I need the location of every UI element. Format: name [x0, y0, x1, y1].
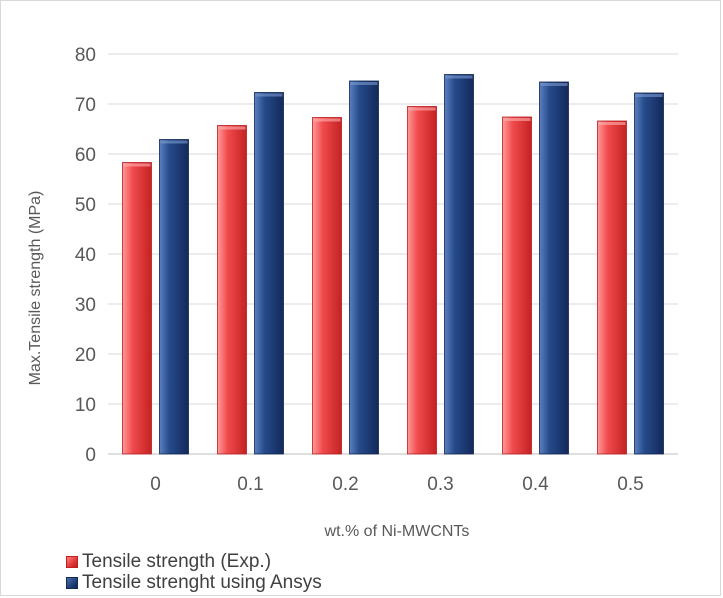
bar-ansys-0.2 [349, 80, 379, 455]
y-tick-label: 10 [75, 395, 96, 416]
bar-exp-0.1 [217, 125, 247, 455]
y-tick-label: 40 [75, 245, 96, 266]
bar-exp-0.4 [502, 116, 532, 455]
legend-label-exp: Tensile strength (Exp.) [82, 551, 272, 572]
x-tick-label: 0.3 [427, 474, 453, 495]
bar-highlight [598, 122, 626, 125]
bar-highlight [218, 126, 246, 130]
legend-swatch-exp [66, 555, 78, 568]
bar-ansys-0.5 [634, 92, 664, 455]
bar-ansys-0.1 [254, 92, 284, 455]
bar-exp-0.2 [312, 117, 342, 455]
y-tick-label: 80 [75, 45, 96, 66]
y-axis-tick-labels: 0 10 20 30 40 50 60 70 80 [75, 45, 96, 466]
bar-exp-0.5 [597, 120, 627, 455]
bar-highlight [540, 83, 568, 86]
legend: Tensile strength (Exp.) Tensile strenght… [66, 551, 322, 593]
y-tick-label: 60 [75, 145, 96, 166]
x-tick-label: 0.5 [617, 474, 643, 495]
bar-exp-0.3 [407, 106, 437, 455]
legend-swatch-ansys [66, 576, 78, 589]
x-tick-label: 0 [150, 474, 161, 495]
bar-exp-0 [122, 162, 152, 455]
bar-highlight [635, 94, 663, 97]
bar-highlight [255, 93, 283, 97]
bar-highlight [123, 163, 151, 167]
x-axis-tick-labels: 0 0.1 0.2 0.3 0.4 0.5 [150, 474, 644, 495]
x-axis-title: wt.% of Ni-MWCNTs [324, 523, 470, 540]
bar-highlight [503, 118, 531, 121]
x-tick-label: 0.4 [522, 474, 549, 495]
bar-highlight [445, 75, 473, 79]
bar-ansys-0.4 [539, 81, 569, 455]
y-tick-label: 30 [75, 295, 96, 316]
legend-item-ansys: Tensile strenght using Ansys [66, 572, 322, 593]
y-tick-label: 70 [75, 95, 96, 116]
gridlines [108, 53, 678, 455]
bar-highlight [313, 118, 341, 122]
legend-label-ansys: Tensile strenght using Ansys [82, 572, 322, 593]
legend-item-exp: Tensile strength (Exp.) [66, 551, 322, 572]
bar-highlight [408, 107, 436, 111]
y-tick-label: 0 [85, 445, 96, 466]
bars [122, 74, 664, 455]
bar-highlight [350, 82, 378, 85]
bar-ansys-0 [159, 139, 189, 455]
x-tick-label: 0.1 [237, 474, 263, 495]
y-tick-label: 20 [75, 345, 96, 366]
x-tick-label: 0.2 [332, 474, 358, 495]
bar-highlight [160, 140, 188, 144]
y-tick-label: 50 [75, 195, 96, 216]
bar-ansys-0.3 [444, 74, 474, 455]
y-axis-title: Max.Tensile strength (MPa) [27, 191, 44, 386]
